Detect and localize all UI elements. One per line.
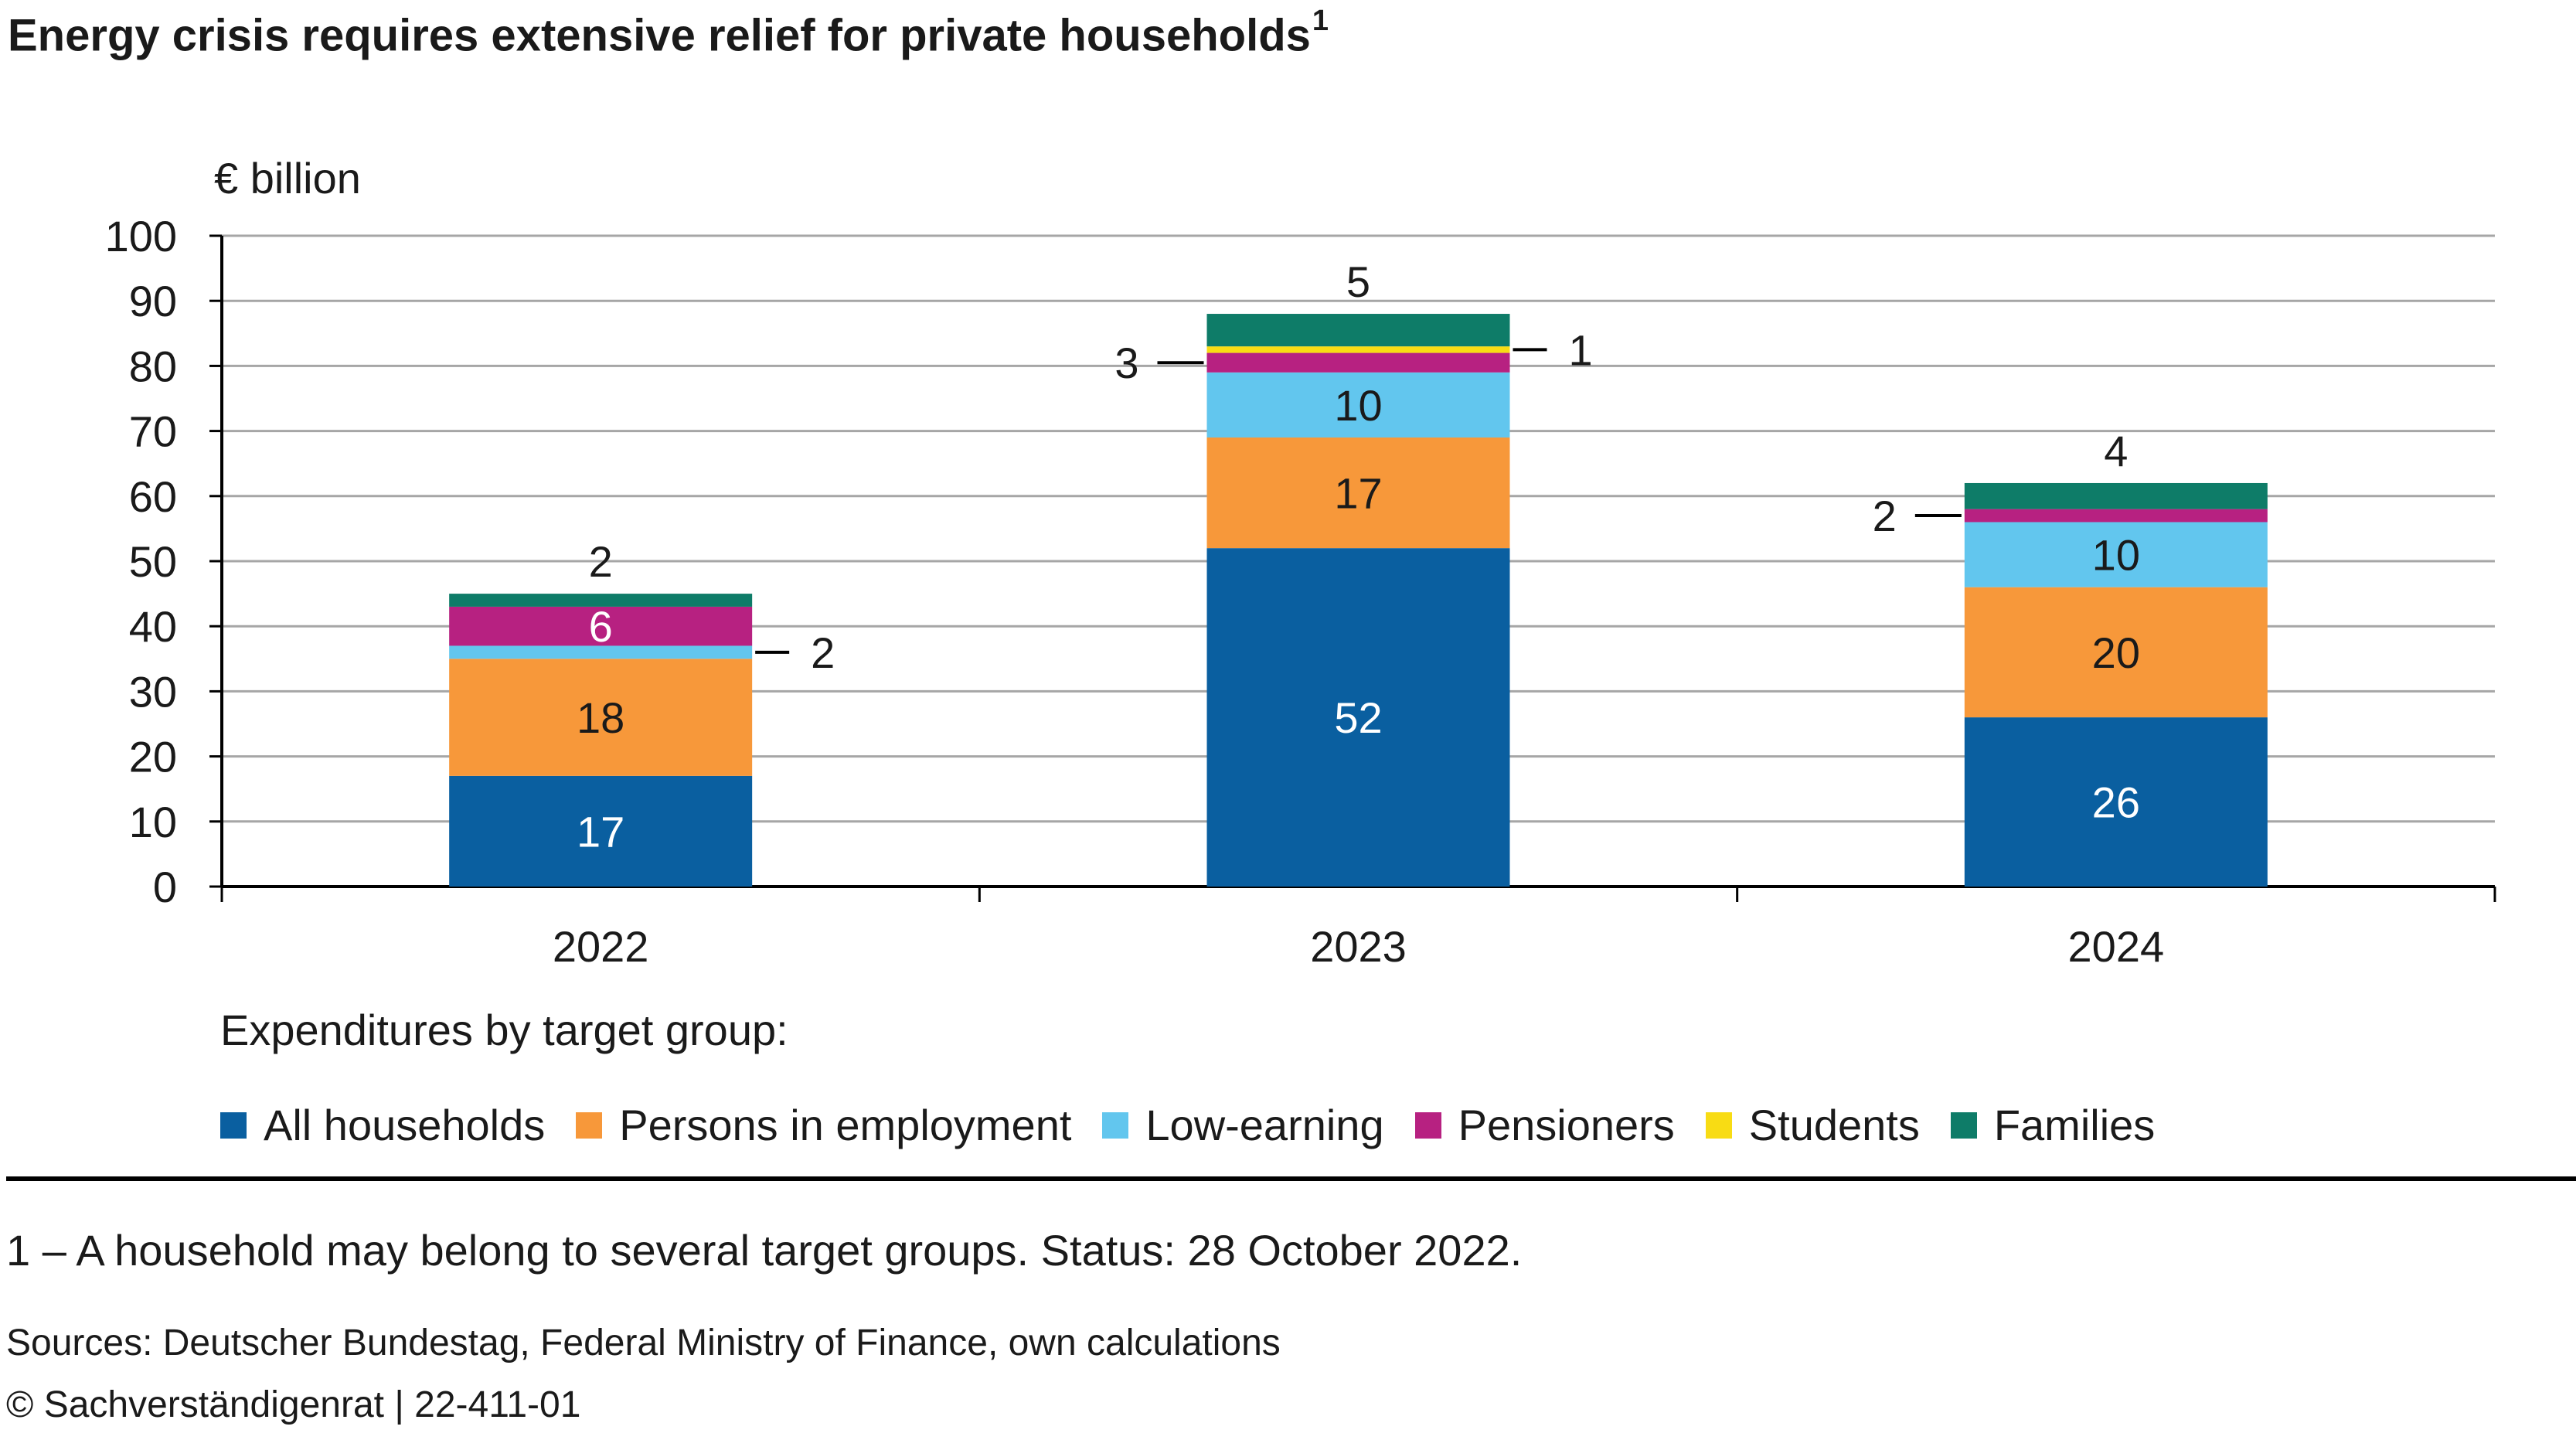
y-tick-label: 90: [129, 277, 177, 325]
y-tick-label: 40: [129, 602, 177, 651]
bar-segment: [1964, 509, 2268, 523]
y-tick-label: 80: [129, 342, 177, 390]
data-label: 2: [589, 537, 613, 586]
data-label: 26: [2092, 778, 2140, 827]
sources-note: Sources: Deutscher Bundestag, Federal Mi…: [6, 1323, 1281, 1363]
legend-label: Families: [1993, 1101, 2156, 1149]
data-label: 2: [1873, 492, 1897, 540]
legend-swatch: [1414, 1111, 1441, 1139]
bar-segment: [1206, 346, 1510, 353]
legend-label: All households: [264, 1101, 546, 1149]
y-axis-label: € billion: [214, 154, 361, 203]
data-label: 20: [2092, 628, 2140, 677]
footnote: 1 – A household may belong to several ta…: [6, 1226, 1523, 1275]
bar-segment: [449, 659, 753, 776]
bar-segment: [449, 606, 753, 646]
y-tick-label: 30: [129, 667, 177, 716]
chart-title-text: Energy crisis requires extensive relief …: [8, 10, 1311, 61]
chart-legend: All households Persons in employment Low-e…: [220, 1100, 2186, 1150]
bar-segment: [449, 775, 753, 887]
x-tick-label: 2024: [2068, 922, 2165, 971]
data-label: 5: [1346, 257, 1370, 306]
bar-segment: [1964, 522, 2268, 587]
data-label: 4: [2104, 427, 2128, 475]
legend-label: Pensioners: [1458, 1101, 1675, 1149]
data-label: 6: [589, 602, 613, 651]
data-label: 3: [1114, 339, 1138, 387]
bar-segment: [1206, 372, 1510, 438]
legend-swatch: [1705, 1111, 1732, 1139]
data-label: 2: [811, 628, 835, 677]
copyright-note: © Sachverständigenrat | 22-411-01: [6, 1384, 581, 1425]
legend-item: Families: [1950, 1100, 2156, 1150]
y-tick-label: 50: [129, 537, 177, 586]
title-footnote-marker: 1: [1312, 5, 1329, 37]
legend-swatch: [220, 1111, 247, 1139]
x-tick-label: 2023: [1310, 922, 1407, 971]
bar-segment: [1206, 352, 1510, 373]
bar-segment: [1964, 717, 2268, 887]
legend-item: Pensioners: [1414, 1100, 1675, 1150]
y-tick-label: 60: [129, 472, 177, 521]
legend-heading: Expenditures by target group:: [220, 1006, 788, 1054]
legend-label: Students: [1748, 1101, 1920, 1149]
data-label: 17: [1334, 469, 1382, 518]
bar-segment: [1206, 437, 1510, 549]
y-tick-label: 70: [129, 407, 177, 456]
y-tick-label: 100: [105, 212, 177, 260]
legend-item: Low-earning: [1102, 1100, 1384, 1150]
legend-label: Low-earning: [1145, 1101, 1384, 1149]
data-label: 17: [577, 807, 624, 856]
y-tick-label: 0: [153, 863, 177, 911]
data-label: 18: [577, 693, 624, 742]
legend-item: All households: [220, 1100, 545, 1150]
data-label: 1: [1569, 325, 1593, 374]
y-tick-label: 10: [129, 798, 177, 846]
bar-segment: [449, 594, 753, 607]
data-label: 52: [1334, 693, 1382, 742]
legend-swatch: [1102, 1111, 1129, 1139]
legend-label: Persons in employment: [619, 1101, 1072, 1149]
footer-divider: [6, 1176, 2576, 1181]
bar-segment: [449, 645, 753, 659]
x-tick-label: 2022: [553, 922, 649, 971]
legend-swatch: [1950, 1111, 1977, 1139]
y-tick-label: 20: [129, 733, 177, 781]
bar-segment: [1964, 587, 2268, 718]
bar-segment: [1964, 482, 2268, 509]
data-label: 10: [1334, 381, 1382, 430]
legend-item: Students: [1705, 1100, 1920, 1150]
bar-segment: [1206, 548, 1510, 887]
bar-segment: [1206, 314, 1510, 347]
chart-title: Energy crisis requires extensive relief …: [8, 5, 1329, 61]
data-label: 10: [2092, 531, 2140, 580]
legend-swatch: [576, 1111, 603, 1139]
legend-item: Persons in employment: [576, 1100, 1071, 1150]
